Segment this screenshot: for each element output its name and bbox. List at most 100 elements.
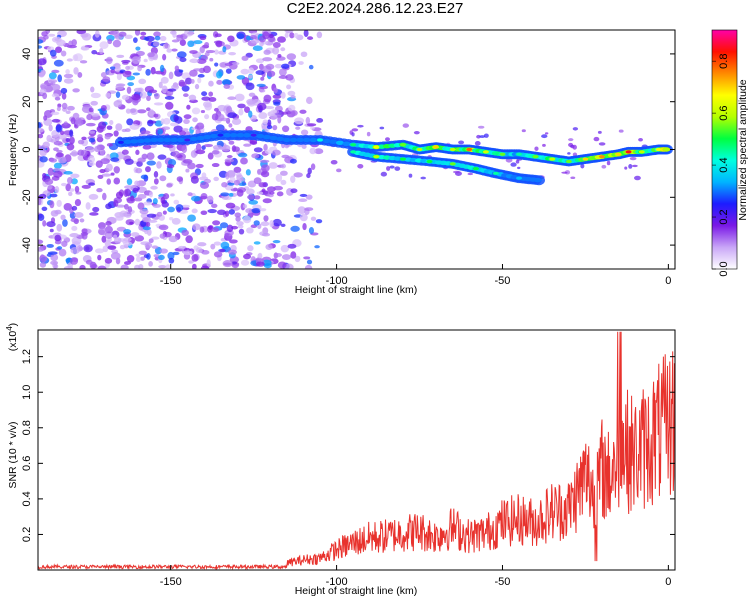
noise-speckle	[46, 135, 52, 142]
noise-speckle	[220, 192, 230, 197]
main-ridge-peak	[317, 138, 324, 142]
noise-speckle	[285, 74, 294, 81]
snr-frame	[37, 329, 676, 571]
noise-speckle	[56, 106, 61, 112]
noise-speckle	[50, 253, 59, 262]
noise-speckle	[146, 160, 157, 166]
noise-speckle	[146, 213, 157, 218]
noise-speckle	[140, 256, 145, 261]
noise-speckle	[120, 264, 129, 269]
main-ridge-core	[236, 132, 245, 138]
noise-speckle	[80, 46, 90, 51]
colorbar-tick-label: 0.4	[718, 157, 730, 172]
colorbar-tick-label: 0.6	[718, 105, 730, 120]
noise-speckle	[187, 192, 193, 197]
noise-speckle	[153, 170, 159, 178]
noise-speckle	[148, 191, 154, 198]
noise-speckle	[290, 110, 298, 117]
noise-speckle	[310, 216, 317, 221]
noise-speckle	[260, 76, 265, 81]
noise-speckle	[195, 163, 204, 169]
noise-speckle	[38, 193, 47, 200]
noise-speckle	[299, 213, 308, 222]
noise-speckle	[137, 157, 146, 163]
noise-speckle	[243, 253, 252, 260]
y-tick-label: -40	[21, 237, 33, 253]
y-multiplier-close: )	[7, 323, 19, 327]
noise-speckle	[253, 177, 262, 185]
noise-speckle	[56, 199, 62, 208]
noise-speckle	[281, 111, 289, 115]
noise-speckle	[134, 180, 140, 186]
noise-speckle	[63, 73, 74, 79]
noise-speckle	[152, 197, 158, 205]
noise-speckle	[137, 193, 147, 199]
noise-speckle	[289, 32, 295, 39]
noise-speckle	[252, 45, 263, 51]
noise-speckle	[69, 233, 80, 238]
main-ridge-core	[289, 137, 298, 143]
noise-speckle	[144, 242, 153, 249]
noise-speckle	[216, 71, 223, 79]
main-ridge-core	[276, 136, 285, 142]
noise-speckle	[260, 170, 270, 178]
noise-speckle	[182, 250, 193, 256]
main-ridge-peak	[250, 133, 257, 137]
noise-speckle	[91, 50, 98, 55]
noise-speckle	[271, 149, 281, 156]
noise-speckle	[214, 62, 219, 67]
noise-speckle	[148, 238, 154, 244]
main-ridge-core	[262, 134, 271, 140]
noise-speckle	[183, 93, 189, 97]
noise-speckle	[54, 186, 60, 194]
noise-speckle	[222, 260, 233, 268]
noise-speckle	[188, 94, 197, 101]
noise-speckle	[245, 82, 255, 91]
noise-speckle	[167, 88, 177, 92]
noise-speckle	[250, 39, 260, 44]
noise-speckle	[237, 224, 244, 229]
noise-speckle	[178, 69, 184, 73]
noise-speckle	[351, 128, 359, 132]
noise-speckle	[197, 51, 202, 55]
noise-speckle	[175, 204, 184, 212]
noise-speckle	[66, 176, 73, 184]
noise-speckle	[189, 69, 198, 77]
noise-speckle	[110, 68, 116, 74]
noise-speckle	[134, 30, 141, 36]
noise-speckle	[274, 63, 283, 69]
noise-speckle	[278, 75, 288, 79]
noise-speckle	[38, 246, 44, 252]
noise-speckle	[121, 149, 129, 155]
noise-speckle	[196, 122, 205, 130]
noise-speckle	[162, 210, 167, 215]
noise-speckle	[236, 75, 246, 80]
noise-speckle	[38, 213, 45, 221]
noise-speckle	[178, 81, 187, 87]
noise-speckle	[247, 194, 255, 200]
noise-speckle	[76, 30, 87, 35]
noise-speckle	[147, 219, 158, 223]
noise-speckle	[204, 114, 210, 120]
noise-speckle	[50, 111, 60, 116]
main-ridge-peak	[433, 145, 440, 149]
colorbar-gradient	[712, 30, 737, 269]
main-ridge-core	[163, 137, 172, 143]
main-ridge-core	[256, 133, 265, 139]
noise-speckle	[181, 229, 189, 236]
noise-speckle	[54, 234, 62, 242]
main-ridge-peak	[217, 133, 224, 137]
noise-speckle	[228, 140, 235, 145]
noise-speckle	[152, 203, 161, 208]
noise-speckle	[191, 208, 198, 214]
x-tick-label: -100	[326, 275, 348, 287]
noise-speckle	[420, 176, 427, 180]
main-ridge-core	[136, 138, 145, 144]
noise-speckle	[183, 118, 190, 124]
noise-speckle	[290, 175, 296, 183]
colorbar-label: Normalized spectral amplitude	[737, 79, 749, 220]
noise-speckle	[638, 137, 643, 142]
noise-speckle	[61, 122, 71, 129]
noise-speckle	[413, 130, 420, 135]
noise-speckle	[593, 136, 600, 142]
